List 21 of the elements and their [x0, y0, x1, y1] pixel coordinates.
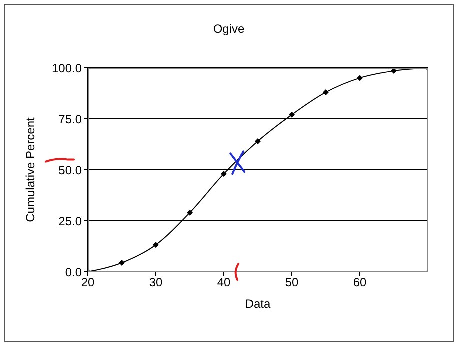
point	[153, 242, 159, 248]
y-tick-label: 50.0	[58, 163, 82, 178]
x-tick-label: 60	[353, 276, 367, 290]
point	[289, 112, 295, 118]
x-tick-label: 50	[285, 276, 299, 290]
x-axis-title: Data	[245, 297, 271, 311]
y-tick-label: 75.0	[58, 112, 82, 126]
point	[221, 171, 227, 178]
y-axis-title: Cumulative Percent	[23, 116, 38, 222]
point	[187, 210, 193, 216]
point	[323, 89, 329, 96]
point	[255, 138, 261, 144]
x-tick-label: 40	[217, 276, 231, 290]
x-tick-label: 20	[81, 276, 95, 290]
point	[357, 75, 363, 82]
point	[119, 260, 125, 266]
y-tick-label: 0.0	[65, 265, 82, 280]
y-tick-label: 100.0	[52, 61, 82, 76]
y-tick-label: 25.0	[58, 214, 82, 228]
chart-title: Ogive	[212, 22, 246, 36]
x-tick-label: 30	[149, 276, 163, 290]
